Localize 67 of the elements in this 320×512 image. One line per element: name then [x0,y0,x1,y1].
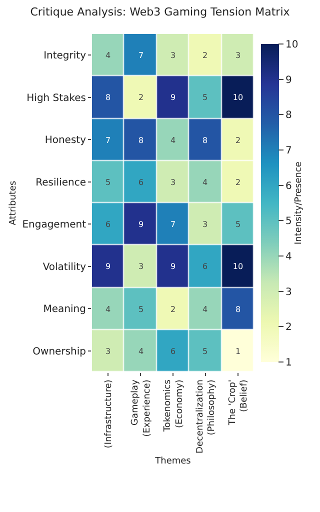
color-bar-label: 7 [286,146,292,156]
data-label: 3 [105,346,111,356]
data-label: 2 [138,92,144,102]
color-bar-label: 9 [286,74,292,86]
data-label: 5 [202,92,208,102]
x-tick-label: The 'Crop' (Belief) [228,380,250,426]
data-label: 6 [170,346,176,356]
data-label: 5 [202,346,208,356]
data-label: 2 [202,50,208,60]
color-bar-label: 10 [286,40,298,50]
data-label: 2 [235,178,241,187]
data-label: 2 [170,304,176,314]
color-bar-label: 4 [286,252,292,262]
data-label: 8 [235,304,241,314]
color-bar-label: 8 [286,110,292,122]
color-bar-label: 1 [286,358,292,368]
data-label: 8 [138,136,144,145]
data-label: 1 [235,346,241,356]
data-label: 4 [202,304,208,314]
y-tick-label: Resilience [36,177,86,188]
x-tick-label: (Infrastructure) [104,380,114,448]
data-label: 2 [235,136,241,145]
data-label: 4 [105,50,111,60]
data-label: 6 [105,220,111,229]
data-label: 7 [138,50,144,60]
data-label: 9 [170,262,176,271]
data-label: 4 [170,136,176,145]
color-bar-label: 5 [286,216,292,228]
data-label: 5 [138,304,144,314]
y-tick-label: Engagement [22,220,86,231]
y-tick-label: High Stakes [26,92,86,104]
y-tick-label: Meaning [43,304,86,316]
data-label: 7 [105,136,111,145]
y-axis-title: Attributes [8,180,19,226]
data-label: 8 [202,136,208,145]
data-label: 5 [235,220,241,229]
x-axis-title: Themes [154,456,192,466]
x-tick-label: Tokenomics (Economy) [163,379,185,433]
data-label: 4 [138,346,144,356]
data-label: 6 [138,178,144,187]
chart-title: Critique Analysis: Web3 Gaming Tension Matrix [30,5,290,18]
color-bar-label: 2 [286,322,292,334]
y-tick-label: Integrity [44,50,86,62]
data-label: 9 [105,262,111,271]
data-label: 9 [170,92,176,102]
data-label: 7 [170,220,176,229]
data-label: 4 [105,304,111,314]
data-label: 10 [232,92,244,102]
data-label: 8 [105,92,111,102]
data-label: 3 [170,50,176,60]
data-label: 3 [138,262,144,271]
data-label: 3 [170,178,176,187]
x-tick-label: Gameplay (Experience) [130,378,152,437]
color-bar-title: Intensity/Presence [294,161,304,244]
color-bar-label: 3 [286,286,292,298]
data-label: 3 [235,50,241,60]
data-label: 9 [138,220,144,229]
data-label: 6 [202,262,208,271]
x-tick-label: Decentralization (Philosophy) [195,380,218,454]
y-tick-label: Volatility [42,262,86,273]
data-label: 10 [232,262,244,271]
data-label: 4 [202,178,208,187]
data-label: 5 [105,178,111,187]
color-bar-label: 6 [286,180,292,192]
y-tick-label: Ownership [32,346,86,358]
data-label: 3 [202,220,208,229]
y-tick-label: Honesty [44,135,86,146]
